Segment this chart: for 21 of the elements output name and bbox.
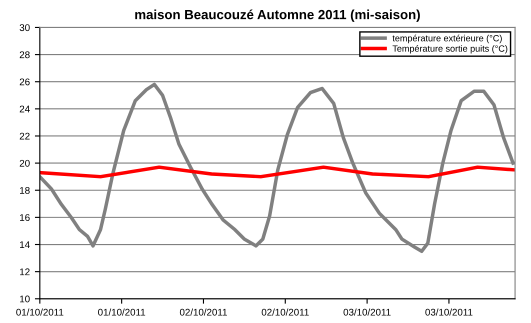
x-tick-label: 02/10/2011 (180, 308, 227, 316)
y-tick-label: 28 (20, 51, 30, 58)
x-tick-label: 03/10/2011 (344, 308, 391, 316)
y-tick-label: 16 (20, 214, 30, 221)
y-tick-label: 20 (20, 160, 30, 167)
legend-label: température extérieure (°C) (392, 34, 502, 44)
y-tick-label: 18 (20, 186, 30, 194)
y-tick-label: 30 (20, 24, 30, 32)
line-series (40, 165, 516, 178)
x-tick-label: 01/10/2011 (16, 308, 64, 316)
y-tick-label: 26 (20, 78, 30, 86)
x-tick-label: 01/10/2011 (98, 308, 146, 316)
chart-title: maison Beaucouzé Automne 2011 (mi-saison) (135, 9, 420, 22)
legend-label: Température sortie puits (°C) (392, 45, 508, 54)
y-tick-label: 22 (20, 132, 30, 140)
y-tick-label: 14 (20, 241, 30, 248)
y-tick-label: 10 (20, 296, 30, 302)
y-tick-label: 24 (20, 106, 30, 112)
x-tick-label: 03/10/2011 (425, 308, 472, 316)
x-tick-label: 02/10/2011 (262, 308, 309, 316)
y-tick-label: 12 (20, 268, 30, 276)
